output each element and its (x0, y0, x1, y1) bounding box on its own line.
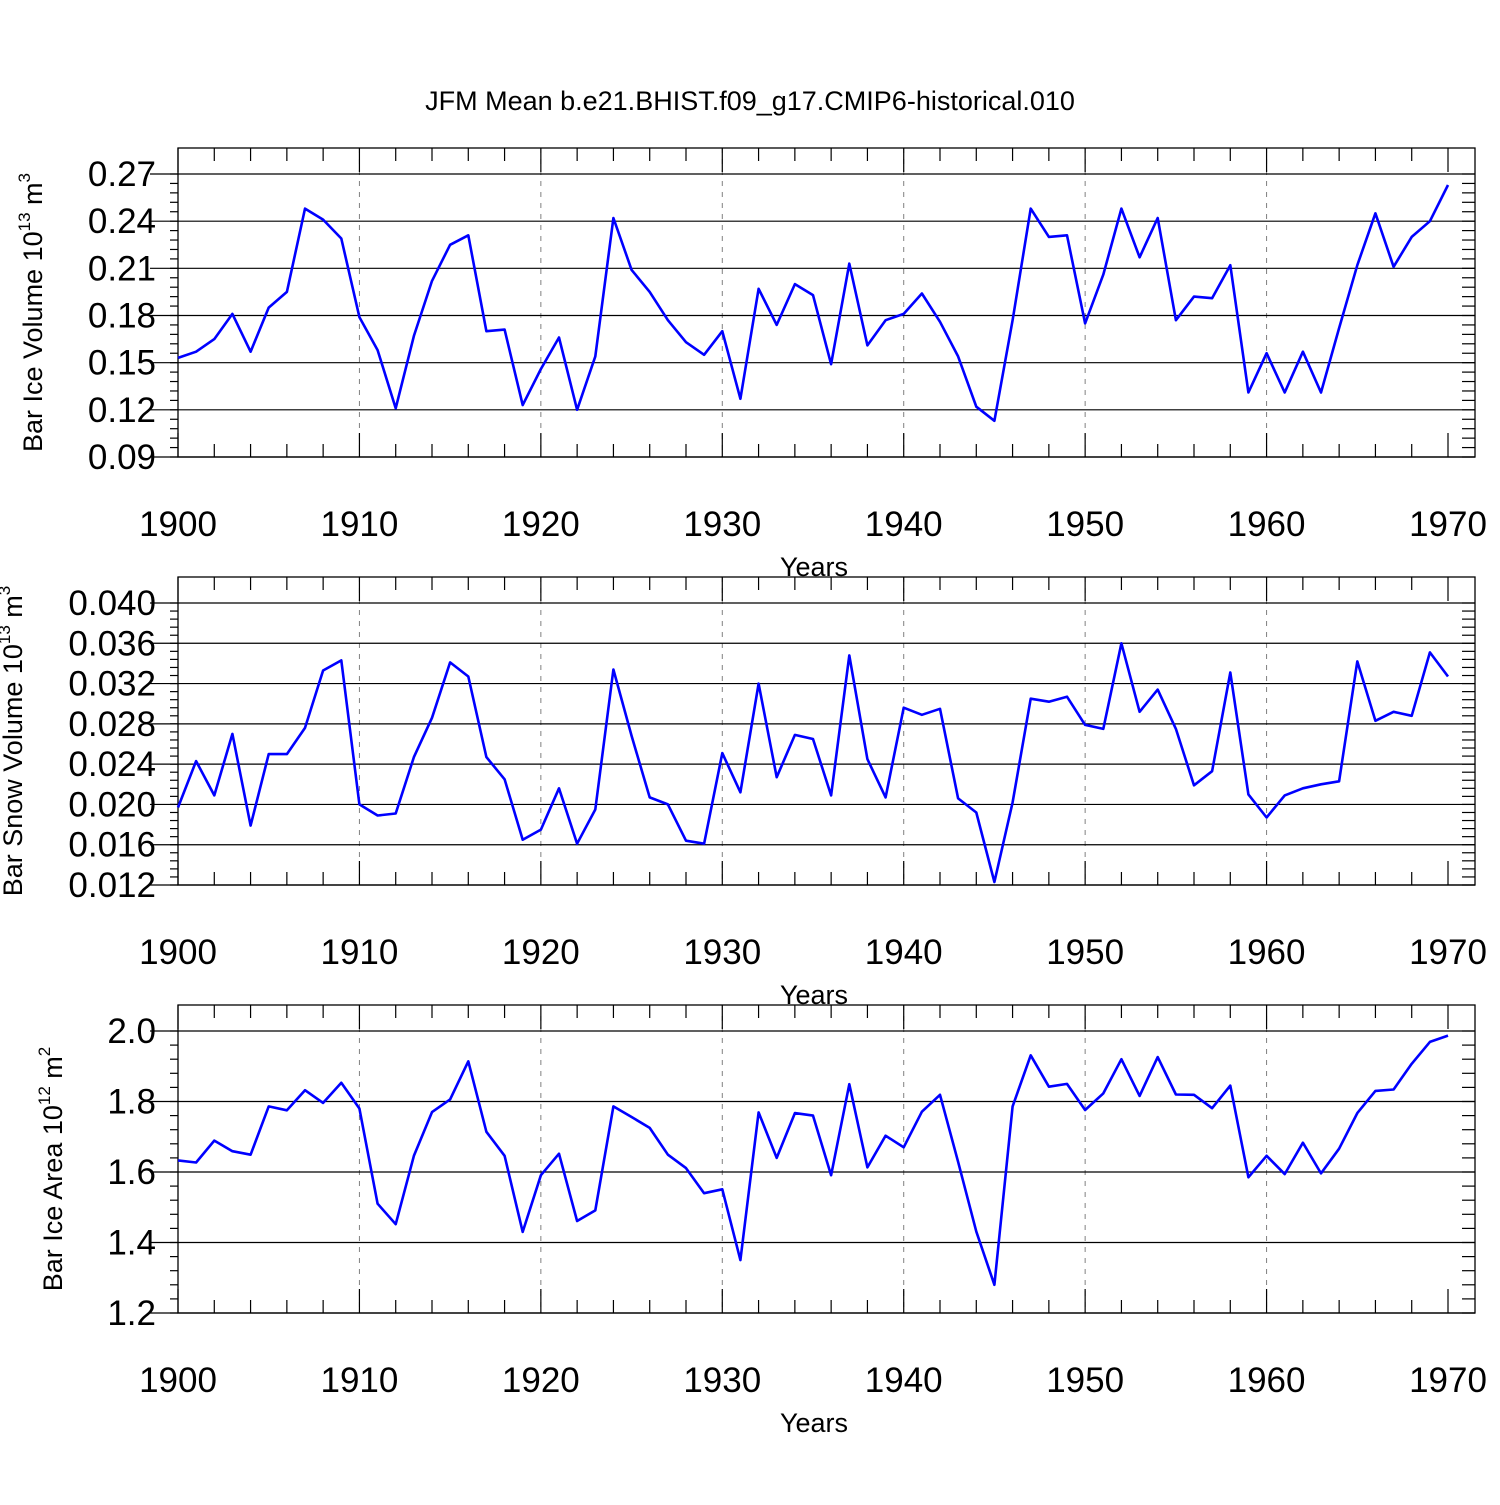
y-tick-label: 0.15 (88, 344, 156, 383)
x-tick-label: 1930 (683, 933, 761, 972)
series-line (177, 1034, 1449, 1287)
y-tick-label: 0.040 (68, 584, 156, 623)
series-line (177, 184, 1450, 423)
x-tick-label: 1950 (1046, 505, 1124, 544)
y-axis-label: Bar Snow Volume 1013 m3 (0, 586, 28, 897)
x-tick-label: 1930 (683, 505, 761, 544)
x-tick-label: 1960 (1228, 933, 1306, 972)
y-tick-label: 1.6 (107, 1153, 156, 1192)
y-tick-label: 0.09 (88, 438, 156, 477)
x-tick-label: 1970 (1409, 933, 1487, 972)
y-tick-label: 0.032 (68, 665, 156, 704)
x-tick-label: 1910 (320, 1361, 398, 1400)
plot-frame (177, 147, 1476, 458)
y-axis-label: Bar Ice Volume 1013 m3 (15, 173, 48, 452)
x-tick-label: 1900 (139, 1361, 217, 1400)
x-tick-label: 1950 (1046, 1361, 1124, 1400)
x-tick-label: 1960 (1228, 1361, 1306, 1400)
x-tick-label: 1940 (865, 505, 943, 544)
x-axis-label: Years (780, 1408, 848, 1438)
y-tick-label: 0.21 (88, 249, 156, 288)
x-tick-label: 1910 (320, 505, 398, 544)
y-tick-label: 0.036 (68, 624, 156, 663)
series-line (176, 641, 1450, 884)
y-tick-label: 0.27 (88, 155, 156, 194)
x-tick-label: 1960 (1228, 505, 1306, 544)
x-tick-label: 1940 (865, 933, 943, 972)
x-tick-label: 1900 (139, 505, 217, 544)
y-tick-label: 0.18 (88, 297, 156, 336)
panel-1: 1900 1910 1920 1930 1940 1950 1960 1970 0.09 0.12… (15, 147, 1487, 582)
y-tick-label: 0.012 (68, 866, 156, 905)
figure-title: JFM Mean b.e21.BHIST.f09_g17.CMIP6-histo… (425, 86, 1075, 116)
plot-frame (177, 576, 1476, 886)
y-tick-label: 0.024 (68, 745, 156, 784)
x-tick-label: 1920 (502, 933, 580, 972)
y-tick-label: 0.24 (88, 202, 156, 241)
x-tick-label: 1910 (320, 933, 398, 972)
x-tick-label: 1920 (502, 505, 580, 544)
y-axis-label: Bar Ice Area 1012 m2 (35, 1047, 68, 1292)
x-tick-label: 1970 (1409, 505, 1487, 544)
panel-2: 1900 1910 1920 1930 1940 1950 1960 19700.0120.0… (0, 576, 1487, 1010)
x-tick-label: 1900 (139, 933, 217, 972)
y-tick-label: 0.12 (88, 391, 156, 430)
x-tick-label: 1930 (683, 1361, 761, 1400)
y-tick-label: 2.0 (107, 1012, 156, 1051)
y-tick-label: 0.028 (68, 705, 156, 744)
x-tick-label: 1970 (1409, 1361, 1487, 1400)
y-tick-label: 1.8 (107, 1083, 156, 1122)
x-tick-label: 1940 (865, 1361, 943, 1400)
y-tick-label: 0.020 (68, 785, 156, 824)
x-tick-label: 1920 (502, 1361, 580, 1400)
x-tick-label: 1950 (1046, 933, 1124, 972)
panel-3: 1900 1910 1920 1930 1940 1950 1960 1970 1.2 1.4 1.… (35, 1004, 1487, 1438)
y-tick-label: 0.016 (68, 826, 156, 865)
y-tick-label: 1.4 (107, 1224, 156, 1263)
y-tick-label: 1.2 (107, 1294, 156, 1333)
